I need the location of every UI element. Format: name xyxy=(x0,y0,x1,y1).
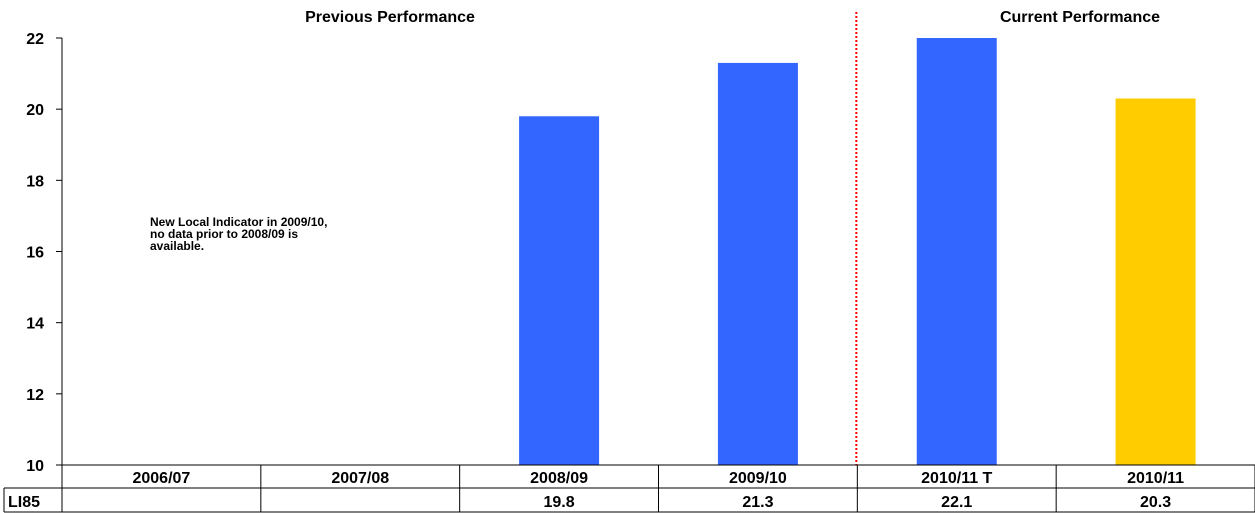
table-value-cell: 19.8 xyxy=(544,494,575,511)
bar xyxy=(1115,98,1196,465)
y-tick-label: 22 xyxy=(26,31,44,48)
x-category-label: 2007/08 xyxy=(331,470,389,487)
current-performance-label: Current Performance xyxy=(1000,9,1160,26)
annotation-line: New Local Indicator in 2009/10, xyxy=(150,215,327,229)
x-category-label: 2010/11 xyxy=(1127,470,1184,487)
bars xyxy=(519,38,1196,466)
x-category-label: 2010/11 T xyxy=(921,470,992,487)
bar xyxy=(916,38,997,465)
x-category-label: 2009/10 xyxy=(729,470,787,487)
table-value-cell: 22.1 xyxy=(941,494,972,511)
previous-performance-label: Previous Performance xyxy=(305,9,475,26)
bar xyxy=(717,62,798,466)
y-tick-label: 18 xyxy=(26,173,44,190)
y-axis: 10 12 14 16 18 20 22 xyxy=(26,31,63,475)
bar xyxy=(519,116,600,466)
x-category-label: 2006/07 xyxy=(132,470,190,487)
y-tick-label: 12 xyxy=(26,387,44,404)
y-tick-label: 14 xyxy=(26,316,44,333)
table-value-cell: 21.3 xyxy=(742,494,773,511)
y-tick-label: 20 xyxy=(26,102,44,119)
table-value-cell: 20.3 xyxy=(1140,494,1171,511)
data-table: LI85 2006/07 2007/08 2008/09 19.8 2009/10 21.3… xyxy=(3,464,1255,513)
annotation-line: no data prior to 2008/09 is xyxy=(150,227,298,241)
y-tick-label: 16 xyxy=(26,245,44,262)
annotation-note: New Local Indicator in 2009/10, no data p… xyxy=(150,215,327,253)
y-tick-label: 10 xyxy=(26,458,44,475)
x-category-label: 2008/09 xyxy=(530,470,588,487)
table-row-label: LI85 xyxy=(8,494,40,511)
annotation-line: available. xyxy=(150,239,204,253)
